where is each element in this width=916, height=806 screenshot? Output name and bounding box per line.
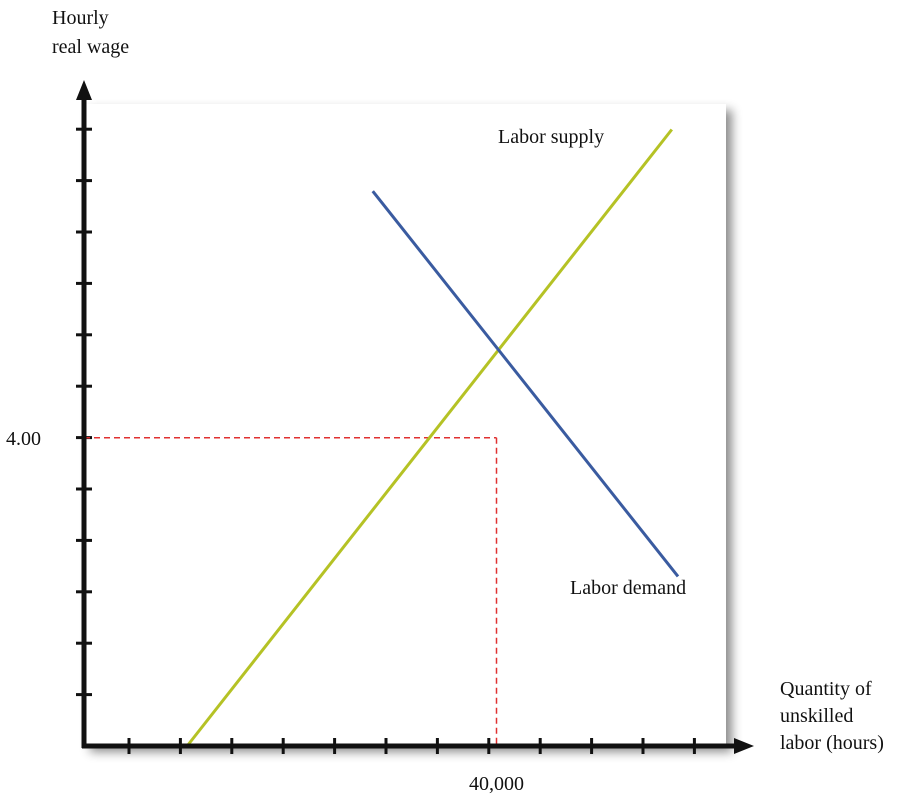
series-line-labor-supply [185, 128, 673, 747]
x-axis-arrowhead [734, 738, 754, 754]
series-labels: Labor supply Labor demand [498, 126, 686, 599]
x-axis-label-line-2: unskilled [780, 705, 853, 727]
series-label-labor-supply: Labor supply [498, 126, 604, 148]
y-tick-label: 4.00 [6, 428, 41, 450]
x-axis-label-line-1: Quantity of [780, 678, 872, 700]
plot-panel [84, 104, 726, 746]
y-axis-label-line-2: real wage [52, 36, 129, 58]
y-axis-label: Hourly real wage [52, 7, 129, 58]
tick-labels: 4.00 40,000 [6, 428, 524, 795]
x-tick-label: 40,000 [469, 773, 524, 795]
x-axis-label-line-3: labor (hours) [780, 732, 884, 754]
series-line-labor-demand [371, 190, 680, 578]
series-label-labor-demand: Labor demand [570, 577, 686, 599]
y-axis-arrowhead [76, 80, 92, 100]
x-axis-label: Quantity of unskilled labor (hours) [780, 678, 884, 754]
y-axis-label-line-1: Hourly [52, 7, 109, 29]
series-lines [185, 128, 680, 747]
